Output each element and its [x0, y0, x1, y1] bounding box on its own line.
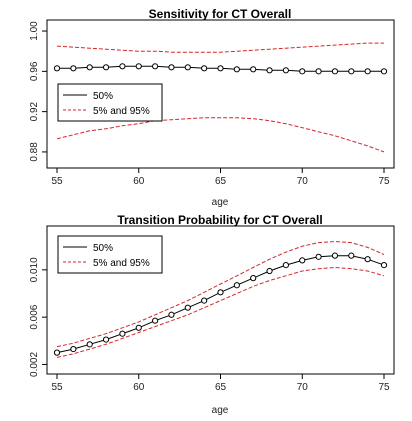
legend-label-5-95: 5% and 95% — [93, 106, 150, 117]
x-tick-label: 65 — [215, 176, 227, 187]
y-tick-label: 0.92 — [29, 101, 40, 121]
data-point — [102, 336, 110, 343]
legend-label-5-95: 5% and 95% — [93, 258, 150, 269]
chart-title: Transition Probability for CT Overall — [117, 213, 322, 227]
data-point — [348, 252, 355, 259]
data-point — [364, 68, 371, 75]
series-layer — [53, 42, 388, 153]
data-point — [315, 253, 322, 260]
legend: 50% 5% and 95% — [57, 83, 163, 122]
x-tick-label: 55 — [51, 176, 63, 187]
legend-label-50: 50% — [93, 243, 113, 254]
data-point — [299, 257, 306, 264]
data-point — [380, 68, 388, 75]
data-point — [266, 67, 273, 74]
data-point — [152, 317, 159, 324]
data-point — [102, 64, 110, 71]
data-point — [233, 282, 240, 289]
series-line-5pct — [56, 266, 385, 358]
data-point — [201, 65, 208, 72]
y-tick-label: 0.006 — [29, 304, 40, 329]
legend-box — [57, 235, 163, 274]
data-point — [315, 68, 322, 75]
data-point — [282, 262, 289, 269]
y-tick-label: 0.010 — [29, 257, 40, 282]
data-point — [201, 297, 208, 304]
data-point — [331, 68, 339, 75]
x-tick-label: 70 — [297, 382, 309, 393]
y-tick-label: 1.00 — [29, 21, 40, 41]
data-point — [53, 65, 61, 72]
y-tick-label: 0.96 — [29, 61, 40, 81]
data-point — [119, 63, 126, 70]
data-point — [331, 252, 339, 259]
data-point — [217, 289, 224, 296]
data-point — [152, 63, 159, 70]
y-tick-label: 0.88 — [29, 142, 40, 162]
y-axis: 0.002 0.006 0.010 — [29, 257, 47, 377]
data-point — [184, 64, 191, 71]
data-point — [250, 275, 257, 282]
series-layer — [53, 240, 388, 358]
data-point — [217, 65, 224, 72]
x-axis: 55 60 65 70 75 — [51, 374, 390, 393]
data-point — [135, 324, 142, 331]
data-point — [70, 345, 77, 353]
x-tick-label: 75 — [378, 382, 390, 393]
data-point — [380, 262, 388, 269]
data-point — [168, 311, 175, 318]
panel-transition-probability: Transition Probability for CT Overall 55… — [29, 213, 395, 416]
series-line-95pct — [56, 42, 384, 53]
x-axis-label: age — [212, 405, 229, 416]
data-point — [135, 63, 142, 70]
x-tick-label: 70 — [297, 176, 309, 187]
data-point — [70, 65, 77, 72]
legend: 50% 5% and 95% — [57, 235, 163, 274]
data-point — [53, 349, 61, 356]
data-point — [233, 66, 240, 73]
data-point — [86, 64, 93, 71]
data-point — [119, 330, 126, 337]
data-point — [168, 64, 175, 71]
x-tick-label: 55 — [51, 382, 63, 393]
data-point — [266, 267, 273, 275]
legend-box — [57, 83, 163, 122]
y-axis: 0.88 0.92 0.96 1.00 — [29, 21, 47, 162]
data-point — [348, 68, 355, 75]
data-point — [364, 256, 371, 263]
x-tick-label: 75 — [378, 176, 390, 187]
y-tick-label: 0.002 — [29, 352, 40, 377]
panel-sensitivity: Sensitivity for CT Overall 55 60 65 70 75 0.… — [29, 7, 395, 208]
chart-title: Sensitivity for CT Overall — [149, 7, 292, 21]
x-axis: 55 60 65 70 75 — [51, 168, 390, 187]
data-point — [282, 67, 289, 74]
x-axis-label: age — [212, 197, 229, 208]
x-tick-label: 60 — [133, 382, 145, 393]
data-point — [184, 304, 191, 311]
x-tick-label: 60 — [133, 176, 145, 187]
series-line-5pct — [56, 117, 385, 153]
series-line-95pct — [56, 240, 385, 348]
x-tick-label: 65 — [215, 382, 227, 393]
legend-label-50: 50% — [93, 91, 113, 102]
data-point — [299, 68, 306, 75]
data-point — [86, 341, 93, 348]
data-point — [250, 66, 257, 73]
